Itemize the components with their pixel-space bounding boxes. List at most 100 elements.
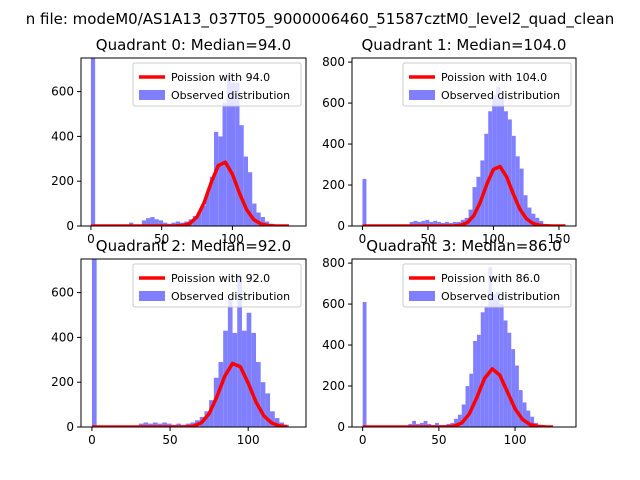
- poisson-curve: [362, 164, 566, 226]
- poisson-curve: [362, 367, 554, 427]
- x-tick-label: 50: [431, 433, 446, 447]
- histogram-bar: [492, 94, 497, 226]
- histogram-bar: [437, 221, 442, 226]
- y-tick-label: 400: [51, 330, 74, 344]
- x-tick-label: 50: [154, 232, 169, 246]
- histogram-bar: [162, 422, 167, 427]
- histogram-bar: [417, 221, 422, 226]
- histogram-bar: [465, 386, 470, 427]
- histogram-bar: [204, 411, 210, 427]
- histogram-bar: [539, 220, 544, 226]
- histogram-bar: [252, 203, 257, 226]
- histogram-bar: [473, 340, 477, 427]
- legend-label: Poission with 94.0: [171, 71, 270, 84]
- histogram-bar: [530, 416, 535, 427]
- histogram-bar: [158, 220, 164, 226]
- quadrant-title: Quadrant 1: Median=104.0: [362, 36, 567, 54]
- legend-bar-swatch: [139, 291, 165, 301]
- histogram-bar: [231, 82, 236, 226]
- histogram-bar: [197, 212, 202, 226]
- histogram-bar: [531, 213, 536, 226]
- histogram-bar: [243, 156, 248, 226]
- y-tick-label: 600: [322, 96, 345, 110]
- quadrant-title: Quadrant 2: Median=92.0: [96, 237, 291, 255]
- histogram-bar: [507, 119, 512, 226]
- plot-area: [91, 259, 289, 427]
- legend: Poission with 92.0 Observed distribution: [132, 263, 302, 308]
- histogram-bar: [421, 220, 426, 226]
- histogram-bar: [209, 176, 215, 226]
- histogram-bar: [146, 218, 151, 226]
- histogram-bar: [246, 312, 252, 427]
- legend-label: Observed distribution: [171, 290, 290, 303]
- histogram-bar: [526, 410, 531, 427]
- legend-box: [132, 263, 302, 308]
- histogram-bar: [143, 422, 149, 427]
- histogram-bar: [260, 382, 266, 427]
- histogram-bar: [500, 98, 504, 226]
- histogram-bar: [247, 172, 253, 226]
- x-tick-label: 50: [162, 433, 177, 447]
- legend-label: Observed distribution: [441, 89, 560, 102]
- histogram-bar: [209, 400, 214, 427]
- histogram-bar: [452, 221, 457, 226]
- histogram-bar: [413, 220, 418, 226]
- legend-label: Poission with 92.0: [171, 272, 270, 285]
- histogram-bar: [518, 390, 523, 427]
- histogram-bar: [461, 404, 466, 427]
- histogram-bar: [205, 192, 210, 226]
- histogram-bar: [175, 221, 181, 226]
- histogram-bar: [445, 221, 449, 226]
- histogram-bar: [488, 111, 493, 226]
- histogram-bar: [154, 219, 159, 226]
- x-tick-label: 100: [482, 232, 505, 246]
- histogram-bar: [235, 82, 240, 226]
- histogram-bar: [503, 111, 508, 226]
- plot-area: [90, 58, 290, 226]
- y-tick-label: 600: [51, 85, 74, 99]
- plot-area: [362, 86, 566, 226]
- histogram-bar: [227, 299, 233, 427]
- legend-box: [402, 263, 572, 308]
- histogram-bar: [362, 178, 367, 226]
- legend-label: Poission with 86.0: [441, 272, 540, 285]
- histogram-bar: [409, 221, 414, 226]
- quadrant-0-chart: 0 50 100 0 200 400 600 Quadrant 0: Median=94.0 P…: [51, 36, 307, 246]
- y-tick-label: 400: [51, 129, 74, 143]
- histogram-bar: [480, 312, 485, 427]
- legend: Poission with 94.0 Observed distribution: [132, 62, 302, 107]
- histogram-bar: [527, 207, 532, 226]
- histogram-bar: [499, 304, 504, 427]
- x-tick-label: 0: [87, 232, 95, 246]
- y-tick-label: 600: [51, 286, 74, 300]
- histogram-bar: [476, 334, 481, 427]
- histogram-bar: [476, 176, 481, 226]
- plot-area: [362, 267, 554, 427]
- y-tick-label: 800: [322, 256, 345, 270]
- histogram-bar: [226, 73, 231, 226]
- axes-frame: [80, 57, 307, 227]
- histogram-bar: [362, 302, 367, 427]
- figure-title: n file: modeM0/AS1A13_037T05_9000006460_…: [26, 10, 615, 29]
- histogram-bar: [90, 58, 96, 226]
- histogram-bar: [484, 133, 489, 226]
- histogram-bar: [515, 365, 519, 427]
- histogram-bar: [472, 187, 477, 226]
- histogram-bar: [522, 402, 527, 427]
- y-tick-label: 800: [322, 55, 345, 69]
- x-tick-label: 100: [237, 433, 260, 447]
- histogram-bar: [232, 332, 238, 427]
- histogram-bar: [457, 414, 462, 427]
- legend-box: [132, 62, 302, 107]
- axes-frame: [351, 258, 577, 428]
- histogram-bar: [201, 205, 206, 226]
- poisson-curve: [91, 361, 288, 427]
- legend-label: Observed distribution: [441, 290, 560, 303]
- legend-label: Poission with 104.0: [441, 71, 547, 84]
- histogram-bar: [265, 393, 271, 427]
- axes-frame: [80, 258, 307, 428]
- histogram-bar: [218, 136, 223, 226]
- x-tick-label: 50: [420, 232, 435, 246]
- x-tick-label: 100: [221, 232, 244, 246]
